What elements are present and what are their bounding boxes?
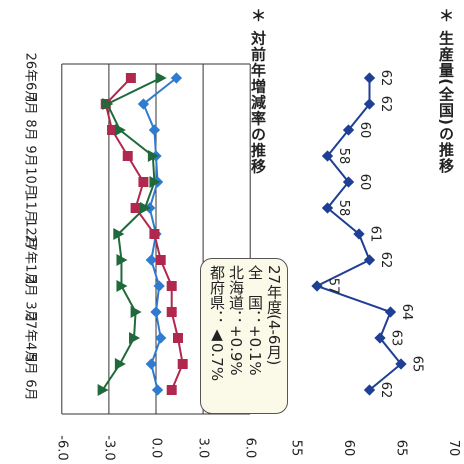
production-axis-tick-label: 65 xyxy=(394,440,409,457)
change-rate-point xyxy=(147,150,159,162)
month-label: 26年6月 xyxy=(23,53,38,104)
month-label: 10月 xyxy=(23,167,38,197)
production-value-label: 65 xyxy=(410,356,425,373)
change-rate-point xyxy=(129,332,141,344)
callout-line: 27年度(4-6月) xyxy=(265,265,283,366)
change-rate-point xyxy=(177,359,188,369)
change-rate-point xyxy=(145,254,157,266)
change-rate-point xyxy=(149,176,161,188)
month-label: 12月 xyxy=(23,219,38,249)
production-value-label: 64 xyxy=(399,304,414,321)
change-rate-point xyxy=(102,98,114,110)
change-rate-point xyxy=(125,73,136,83)
change-rate-axis-tick-label: 3.0 xyxy=(196,438,211,459)
change-rate-point xyxy=(116,254,128,266)
change-rate-point xyxy=(155,332,167,344)
production-point xyxy=(384,306,397,318)
production-value-label: 61 xyxy=(368,226,383,243)
change-rate-point xyxy=(114,124,126,136)
production-point xyxy=(374,332,386,344)
callout-line: 全 国：+0.1% xyxy=(246,265,264,376)
production-value-label: 63 xyxy=(389,330,404,347)
production-point xyxy=(321,202,334,214)
change-rate-point xyxy=(113,228,125,240)
production-point xyxy=(363,254,376,266)
change-rate-point xyxy=(130,306,142,318)
change-rate-point xyxy=(149,229,160,239)
change-rate-point xyxy=(114,358,126,370)
production-point xyxy=(321,150,334,162)
change-rate-axis-tick-label: -6.0 xyxy=(54,435,69,460)
month-label: 7月 xyxy=(23,93,38,114)
change-rate-point xyxy=(166,385,177,395)
production-value-label: 60 xyxy=(357,122,372,139)
production-chart-title: ＊ 生産量(全国)の推移 xyxy=(437,8,455,174)
month-label: 5月 xyxy=(23,353,38,374)
production-value-label: 58 xyxy=(336,200,351,217)
production-value-label: 62 xyxy=(378,70,393,87)
change-rate-point xyxy=(155,72,167,84)
annual-summary-callout: 27年度(4-6月) 全 国：+0.1% 北海道：+0.9% 都府県：▲0.7% xyxy=(200,258,288,414)
production-value-label: 62 xyxy=(378,382,393,399)
production-axis-tick-label: 70 xyxy=(446,440,461,457)
month-label: 27年1月 xyxy=(23,235,38,286)
change-rate-point xyxy=(172,333,183,343)
change-rate-axis-tick-label: 0.0 xyxy=(149,438,164,459)
month-label: 9月 xyxy=(23,145,38,166)
change-rate-point xyxy=(140,202,152,214)
change-rate-point xyxy=(116,280,128,292)
month-label: 8月 xyxy=(23,119,38,140)
month-label: 2月 xyxy=(23,275,38,296)
change-rate-point xyxy=(145,358,157,370)
change-rate-point xyxy=(122,151,133,161)
change-rate-point xyxy=(148,124,161,136)
change-rate-point xyxy=(130,203,141,213)
month-label: 27年4月 xyxy=(23,313,38,364)
production-axis-tick-label: 55 xyxy=(289,440,304,457)
production-value-label: 62 xyxy=(378,252,393,269)
month-label: 6月 xyxy=(23,379,38,400)
callout-line: 都府県：▲0.7% xyxy=(208,265,226,382)
change-rate-point xyxy=(107,125,118,135)
production-point xyxy=(353,228,365,240)
production-axis-tick-label: 60 xyxy=(341,440,356,457)
change-rate-point xyxy=(151,384,164,396)
change-rate-chart-title: ＊ 対前年増減率の推移 xyxy=(249,8,267,175)
callout-line: 北海道：+0.9% xyxy=(227,265,245,376)
production-point xyxy=(363,72,376,84)
production-value-label: 60 xyxy=(357,174,372,191)
production-value-label: 62 xyxy=(378,96,393,113)
change-rate-point xyxy=(150,306,162,318)
production-point xyxy=(363,384,376,396)
production-point xyxy=(395,358,407,370)
change-rate-point xyxy=(166,281,177,291)
production-point xyxy=(311,280,323,292)
month-label: 3月 xyxy=(23,301,38,322)
change-rate-axis-tick-label: 6.0 xyxy=(243,438,258,459)
production-value-label: 58 xyxy=(336,148,351,165)
month-label: 11月 xyxy=(23,193,38,223)
change-rate-axis-tick-label: -3.0 xyxy=(101,435,116,460)
change-rate-point xyxy=(153,280,165,292)
production-value-label: 57 xyxy=(326,278,341,295)
change-rate-point xyxy=(138,177,149,187)
change-rate-point xyxy=(155,255,166,265)
change-rate-point xyxy=(97,384,109,396)
production-point xyxy=(342,176,355,188)
change-rate-point xyxy=(166,307,177,317)
